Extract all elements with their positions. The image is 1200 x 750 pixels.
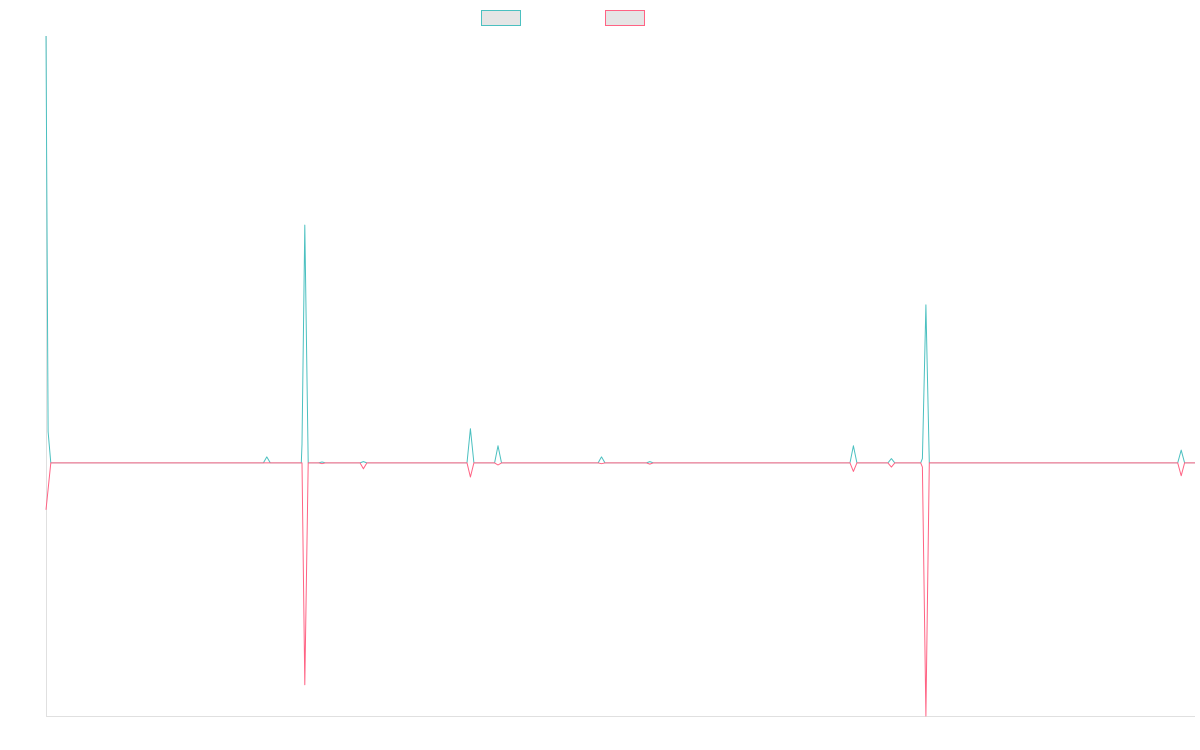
series-line-2 xyxy=(45,462,1195,717)
series-group xyxy=(45,35,1195,717)
legend xyxy=(481,10,645,26)
series-line-1 xyxy=(45,35,1195,464)
legend-swatch-2[interactable] xyxy=(605,10,645,26)
legend-swatch-1[interactable] xyxy=(481,10,521,26)
